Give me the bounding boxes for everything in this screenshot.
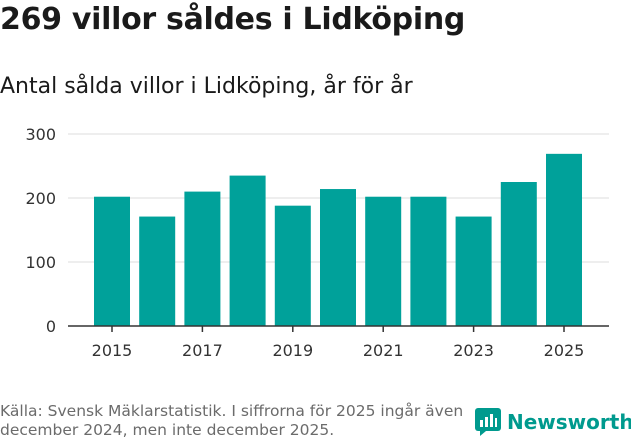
- x-tick-label: 2015: [92, 341, 133, 360]
- chart-subtitle: Antal sålda villor i Lidköping, år för å…: [0, 74, 413, 99]
- brand[interactable]: Newsworthy: [475, 408, 631, 436]
- y-tick-label: 300: [25, 125, 56, 144]
- y-tick-label: 0: [46, 317, 56, 336]
- x-tick-label: 2023: [453, 341, 494, 360]
- page-title: 269 villor såldes i Lidköping: [0, 2, 466, 37]
- bar-chart: 0 100 200 300 2015 2017 2019 2021 2023 2025: [25, 125, 609, 360]
- bar-2015[interactable]: [94, 196, 130, 326]
- x-tick-label: 2025: [544, 341, 585, 360]
- x-tick-label: 2019: [272, 341, 313, 360]
- y-tick-label: 100: [25, 253, 56, 272]
- newsworthy-logo-icon: [475, 408, 501, 436]
- y-tick-label: 200: [25, 189, 56, 208]
- source-note: Källa: Svensk Mäklarstatistik. I siffror…: [0, 402, 464, 439]
- bar-2018[interactable]: [229, 175, 266, 326]
- x-tick-label: 2017: [182, 341, 223, 360]
- bar-2016[interactable]: [139, 216, 176, 326]
- brand-name: Newsworthy: [507, 410, 631, 434]
- bar-2020[interactable]: [320, 189, 356, 326]
- x-tick-label: 2021: [363, 341, 404, 360]
- bar-2017[interactable]: [184, 191, 221, 326]
- bar-2022[interactable]: [410, 196, 447, 326]
- bar-2021[interactable]: [365, 196, 402, 326]
- bar-2019[interactable]: [274, 205, 311, 326]
- bar-2024[interactable]: [500, 182, 537, 326]
- bar-2023[interactable]: [455, 216, 492, 326]
- bar-2025[interactable]: [546, 153, 582, 326]
